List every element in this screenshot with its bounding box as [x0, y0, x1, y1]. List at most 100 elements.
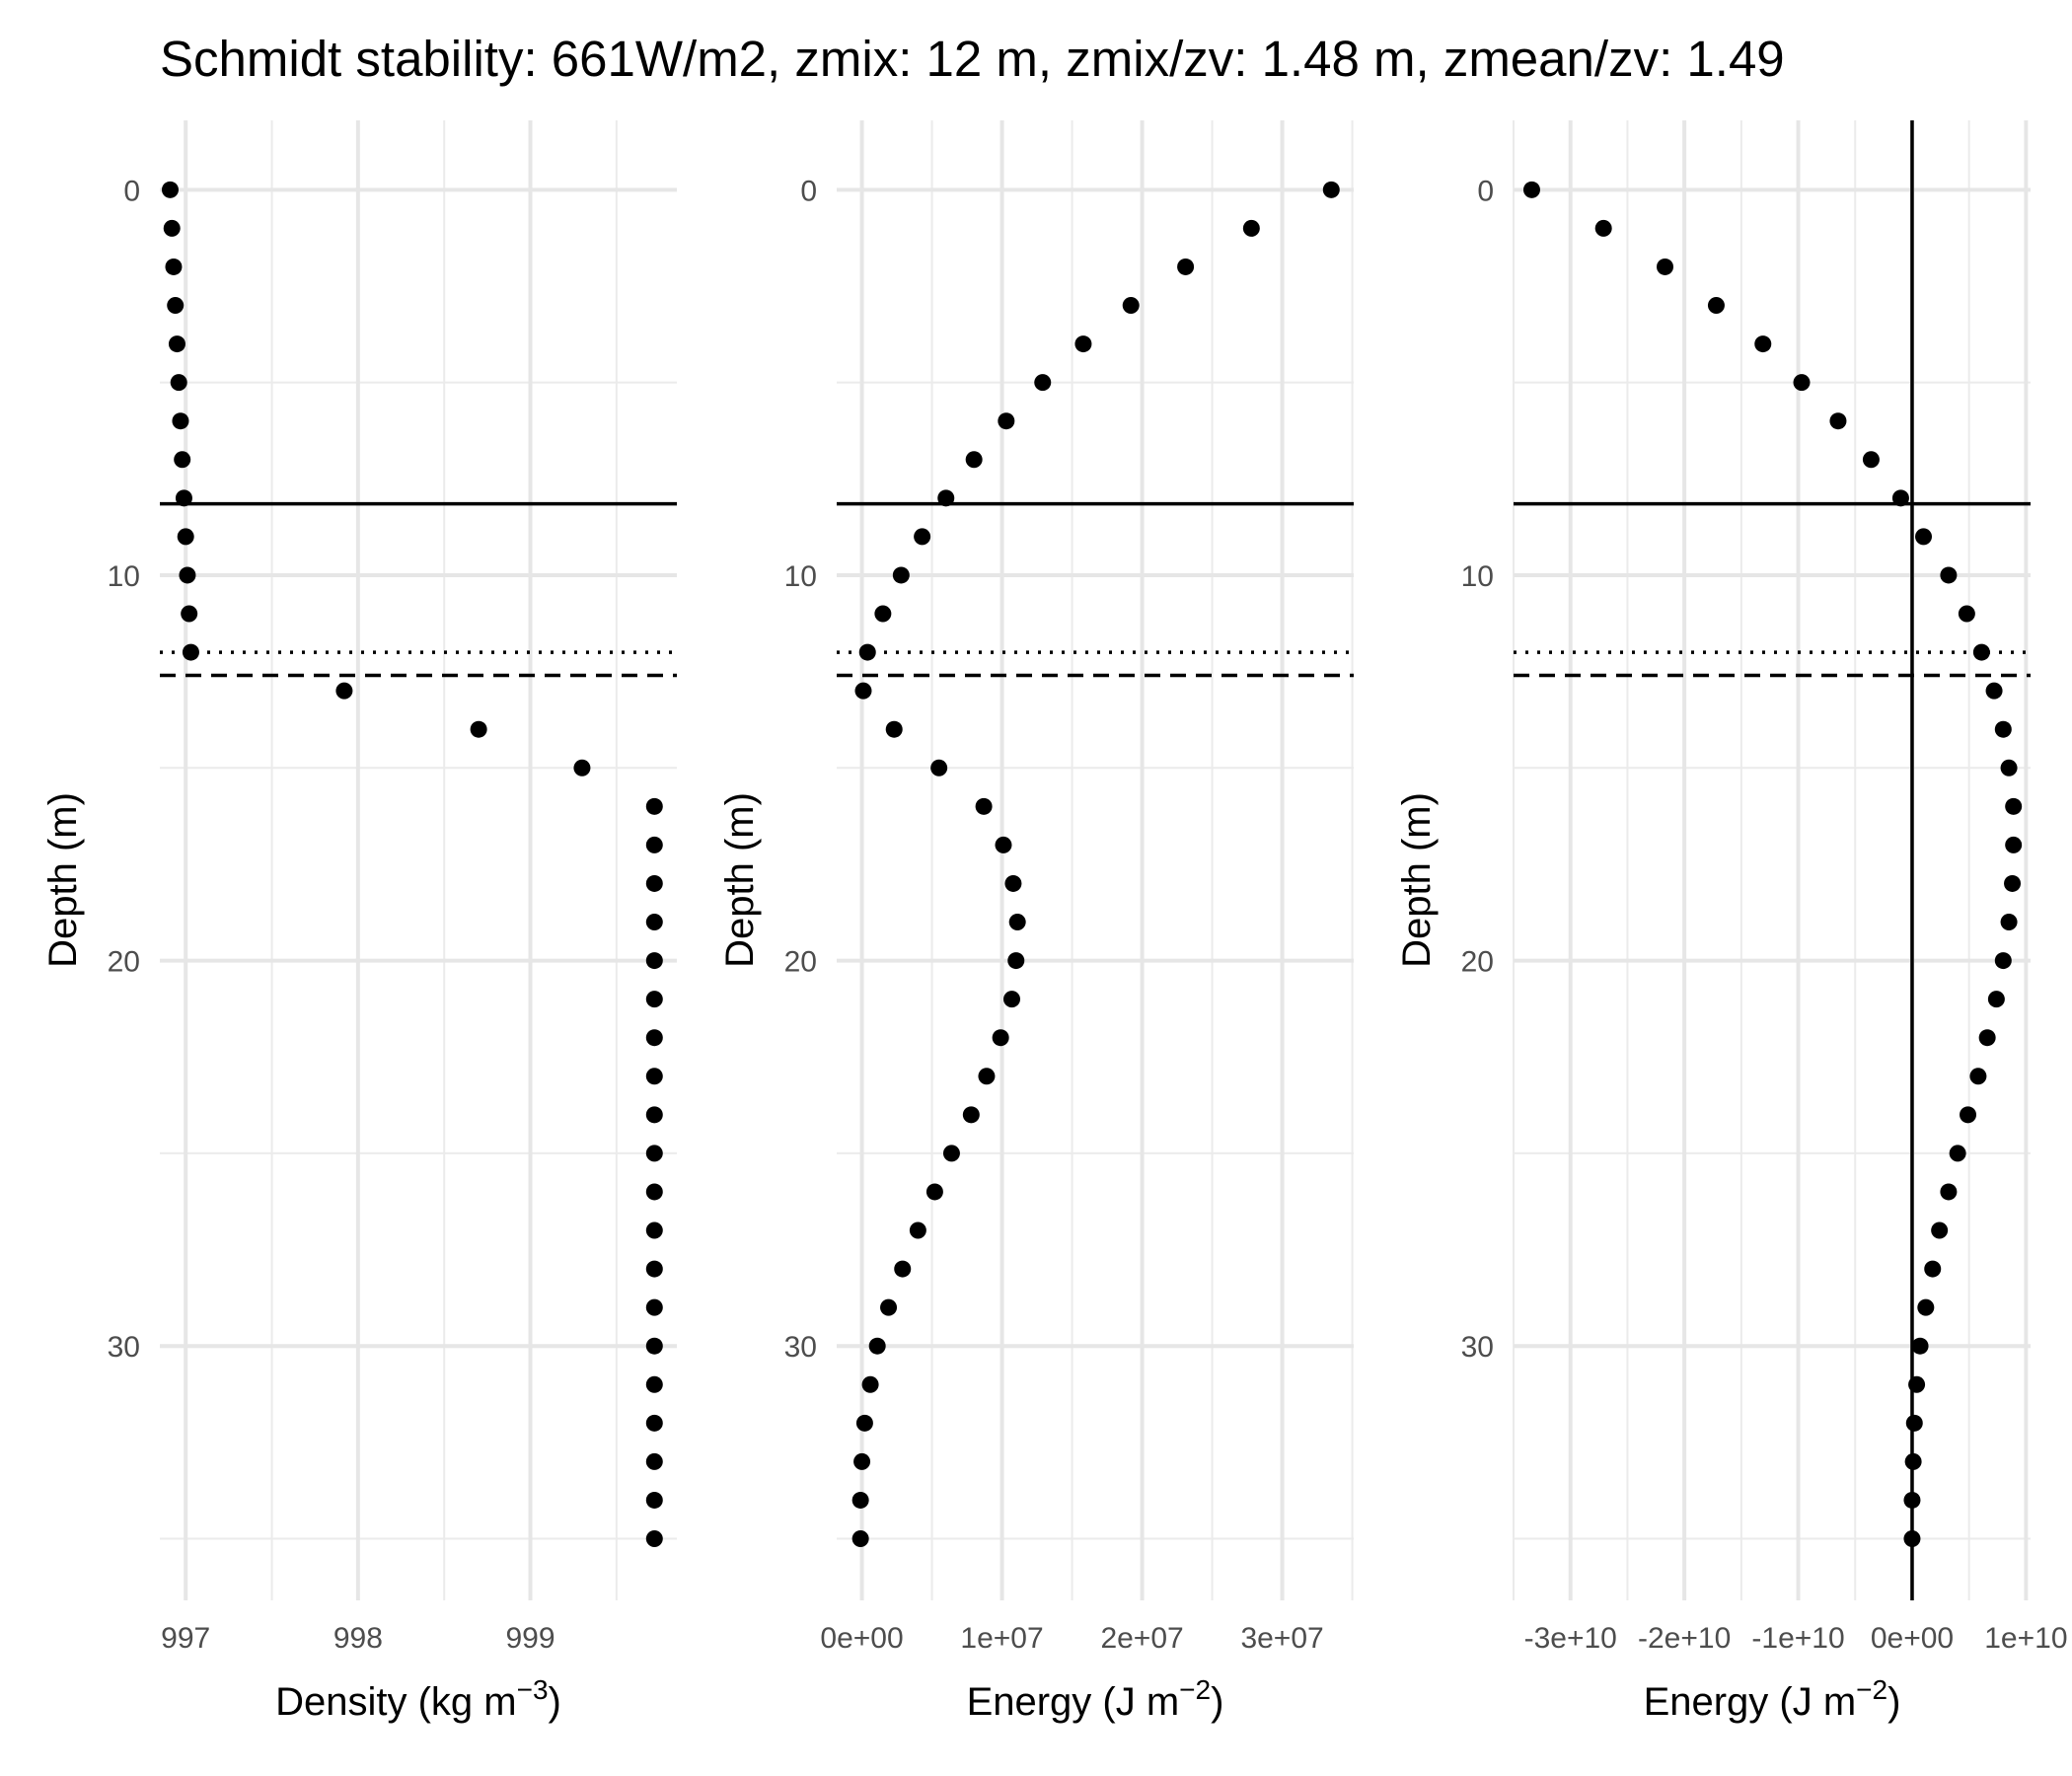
y-axis-label: Depth (m)	[718, 792, 762, 968]
data-point	[992, 1029, 1009, 1047]
data-point	[1917, 1298, 1935, 1316]
y-tick-label: 10	[108, 560, 140, 593]
data-point	[645, 1375, 663, 1393]
data-point	[914, 528, 931, 546]
x-tick-label: -3e+10	[1524, 1622, 1617, 1655]
data-point	[1707, 297, 1725, 314]
x-tick-label: 1e+10	[1984, 1622, 2067, 1655]
data-point	[645, 836, 663, 853]
data-point	[2005, 836, 2023, 853]
data-point	[165, 258, 183, 275]
data-point	[851, 1530, 869, 1547]
data-point	[885, 720, 903, 738]
data-point	[335, 682, 353, 700]
data-point	[645, 1260, 663, 1278]
data-point	[645, 1029, 663, 1047]
y-tick-label: 30	[784, 1331, 817, 1364]
data-point	[874, 605, 892, 623]
panel-2: 0e+00 1e+07 2e+07 3e+07 0 10 20 30 Energy (J m−2…	[718, 120, 1354, 1724]
data-point	[942, 1145, 960, 1162]
y-tick-label: 10	[1461, 560, 1494, 593]
data-point	[168, 335, 185, 353]
x-tick-label: -1e+10	[1751, 1622, 1844, 1655]
data-point	[1008, 914, 1026, 930]
data-point	[1754, 335, 1772, 353]
data-point	[1969, 1068, 1987, 1085]
data-point	[1903, 1491, 1921, 1509]
data-point	[1034, 374, 1052, 392]
data-point	[2000, 914, 2018, 930]
chart-title: Schmidt stability: 661W/m2, zmix: 12 m, …	[160, 31, 1785, 87]
data-point	[645, 952, 663, 970]
data-point	[1007, 952, 1025, 970]
data-point	[1829, 412, 1847, 430]
data-point	[167, 297, 185, 314]
data-point	[645, 1145, 663, 1162]
data-point	[1949, 1145, 1966, 1162]
data-point	[854, 682, 872, 700]
data-point	[2004, 874, 2022, 892]
data-point	[880, 1298, 898, 1316]
data-point	[1931, 1221, 1949, 1239]
x-tick-label: -2e+10	[1638, 1622, 1731, 1655]
data-point	[1004, 874, 1022, 892]
data-point	[179, 566, 196, 584]
x-axis-label: Energy (J m−2)	[1644, 1674, 1901, 1724]
data-point	[1994, 952, 2012, 970]
data-point	[181, 605, 198, 623]
data-point	[1003, 991, 1021, 1008]
x-tick-label: 0e+00	[1871, 1622, 1954, 1655]
data-point	[645, 1298, 663, 1316]
data-point	[161, 181, 179, 198]
panel-3: -3e+10 -2e+10 -1e+10 0e+00 1e+10 0 10 20 30 Energ…	[1395, 120, 2068, 1724]
data-point	[1940, 1183, 1958, 1201]
data-point	[978, 1068, 996, 1085]
data-point	[909, 1221, 926, 1239]
data-point	[853, 1452, 871, 1470]
data-point	[1594, 219, 1612, 237]
data-point	[1958, 605, 1975, 623]
data-point	[1177, 258, 1195, 275]
data-point	[858, 643, 876, 661]
data-point	[1940, 566, 1958, 584]
data-point	[174, 451, 191, 469]
data-point	[925, 1183, 943, 1201]
y-axis-label: Depth (m)	[1395, 792, 1439, 968]
x-tick-label: 1e+07	[960, 1622, 1043, 1655]
data-point	[2000, 759, 2018, 777]
data-point	[1904, 1452, 1922, 1470]
data-point	[172, 412, 189, 430]
data-point	[1522, 181, 1540, 198]
data-point	[1074, 335, 1092, 353]
data-point	[1972, 643, 1990, 661]
y-tick-label: 30	[108, 1331, 140, 1364]
y-tick-label: 30	[1461, 1331, 1494, 1364]
data-point	[861, 1375, 879, 1393]
data-point	[470, 720, 487, 738]
data-point	[645, 1530, 663, 1547]
data-point	[645, 914, 663, 930]
data-point	[1985, 682, 2003, 700]
y-tick-label: 0	[1477, 175, 1494, 207]
y-axis-label: Depth (m)	[41, 792, 85, 968]
x-tick-label: 3e+07	[1240, 1622, 1323, 1655]
data-point	[995, 836, 1012, 853]
y-tick-label: 20	[1461, 946, 1494, 979]
data-point	[163, 219, 181, 237]
y-tick-label: 20	[108, 946, 140, 979]
y-tick-label: 0	[123, 175, 140, 207]
data-point	[1978, 1029, 1996, 1047]
data-point	[177, 528, 194, 546]
x-axis-label: Energy (J m−2)	[967, 1674, 1224, 1724]
data-point	[1891, 489, 1909, 507]
data-point	[1987, 991, 2005, 1008]
data-point	[1903, 1530, 1921, 1547]
data-point	[975, 797, 993, 815]
panel-1: 997 998 999 0 10 20 30 Density (kg m−3) Depth (m…	[41, 120, 677, 1724]
data-point	[851, 1491, 869, 1509]
data-point	[998, 412, 1015, 430]
data-point	[1793, 374, 1811, 392]
y-tick-label: 10	[784, 560, 817, 593]
data-point	[645, 1414, 663, 1432]
